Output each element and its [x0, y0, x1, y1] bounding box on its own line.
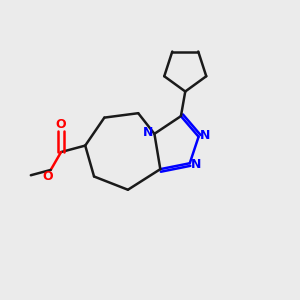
- Text: O: O: [43, 170, 53, 183]
- Text: N: N: [200, 129, 210, 142]
- Text: N: N: [190, 158, 201, 171]
- Text: N: N: [143, 126, 153, 139]
- Text: O: O: [56, 118, 66, 131]
